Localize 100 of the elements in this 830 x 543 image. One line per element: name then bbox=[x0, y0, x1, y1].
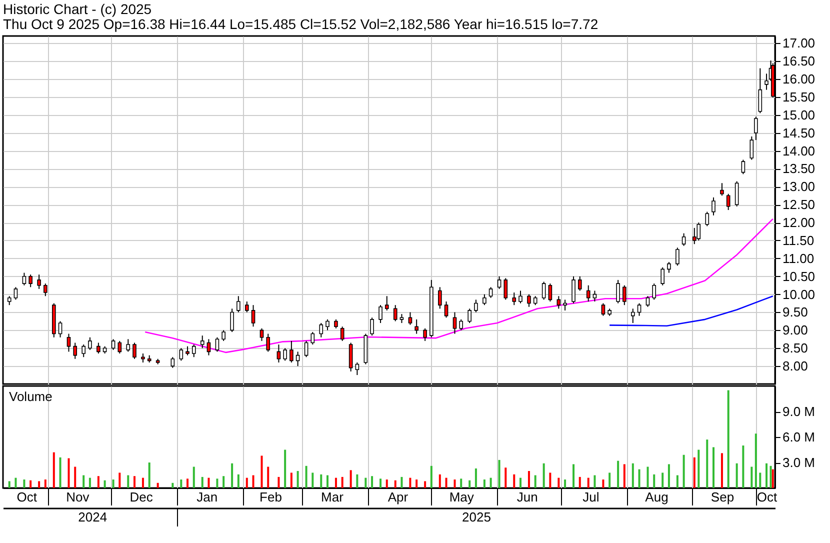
candlestick bbox=[637, 302, 642, 316]
bar bbox=[754, 434, 757, 488]
candlestick bbox=[215, 336, 220, 352]
candlestick bbox=[118, 340, 122, 354]
candlestick bbox=[646, 296, 650, 308]
bar bbox=[720, 453, 723, 488]
bar bbox=[676, 475, 678, 488]
x2-tick-label: 2024 bbox=[78, 510, 108, 524]
candlestick bbox=[622, 284, 626, 306]
bar bbox=[460, 478, 462, 488]
candlestick bbox=[283, 348, 287, 362]
y-tick-label: 11.00 bbox=[782, 250, 814, 266]
bar bbox=[727, 390, 730, 488]
chart-subtitle: Thu Oct 9 2025 Op=16.38 Hi=16.44 Lo=15.485 Cl=15.52 Vol=2,182,586 Year hi=16.515 lo=7.72 bbox=[3, 16, 598, 32]
bar bbox=[668, 464, 670, 488]
bar bbox=[104, 480, 106, 488]
bar bbox=[498, 460, 500, 488]
y-tick-label: 13.50 bbox=[782, 161, 816, 176]
y-tick-label: 9.50 bbox=[782, 304, 808, 320]
candlestick bbox=[245, 300, 249, 313]
bar bbox=[438, 474, 441, 488]
candlestick bbox=[296, 351, 300, 367]
candlestick bbox=[527, 294, 531, 308]
bar bbox=[172, 482, 174, 488]
candlestick bbox=[438, 286, 442, 310]
bar bbox=[133, 476, 136, 488]
bar bbox=[564, 480, 566, 488]
candlestick bbox=[754, 116, 758, 141]
bar bbox=[97, 476, 100, 488]
bar bbox=[192, 466, 195, 488]
candlestick bbox=[310, 331, 315, 346]
candlestick bbox=[667, 262, 671, 274]
y-tick-label: 9.00 bbox=[782, 322, 808, 338]
y-tick-label: 13.00 bbox=[782, 179, 816, 194]
bar bbox=[587, 478, 590, 488]
bar bbox=[534, 475, 536, 488]
bar bbox=[572, 464, 575, 488]
x-tick-label: Mar bbox=[321, 490, 344, 504]
x-tick-label: Dec bbox=[130, 490, 154, 504]
x-tick-label: Oct bbox=[16, 490, 38, 504]
candlestick bbox=[251, 304, 256, 328]
line-series bbox=[144, 218, 774, 354]
candlestick bbox=[340, 326, 344, 342]
candlestick bbox=[548, 283, 552, 302]
y-axis-title: Volume bbox=[9, 389, 52, 404]
candlestick bbox=[355, 362, 360, 376]
bar bbox=[88, 478, 91, 488]
bar bbox=[252, 475, 254, 488]
bar bbox=[350, 470, 352, 488]
candlestick bbox=[504, 278, 508, 300]
bar bbox=[386, 480, 388, 488]
x-tick-label: Feb bbox=[260, 490, 282, 504]
candlestick bbox=[497, 276, 502, 290]
bar bbox=[290, 472, 292, 488]
candlestick bbox=[726, 193, 730, 210]
bar bbox=[30, 480, 32, 488]
candlestick bbox=[660, 266, 664, 286]
bar bbox=[594, 475, 596, 488]
bar bbox=[454, 480, 456, 488]
bar bbox=[260, 456, 263, 488]
candlestick bbox=[696, 222, 701, 241]
x-tick-label: Oct bbox=[756, 490, 778, 504]
candlestick bbox=[179, 348, 184, 362]
bar bbox=[237, 474, 240, 488]
bar bbox=[222, 476, 225, 488]
bar bbox=[44, 480, 46, 488]
candlestick bbox=[601, 302, 606, 316]
candlestick bbox=[474, 299, 478, 313]
y-tick-label: 15.00 bbox=[782, 107, 816, 122]
bar bbox=[424, 481, 426, 488]
bar bbox=[400, 476, 403, 488]
bar bbox=[82, 475, 85, 488]
bar bbox=[409, 478, 412, 488]
candlestick bbox=[393, 304, 398, 322]
candlestick bbox=[563, 299, 567, 311]
candlestick bbox=[482, 294, 486, 306]
bar bbox=[312, 472, 314, 488]
candlestick bbox=[444, 300, 448, 318]
bar bbox=[770, 466, 772, 488]
y-tick-label: 12.50 bbox=[782, 197, 816, 212]
candlestick bbox=[58, 320, 62, 338]
candlestick bbox=[758, 68, 762, 114]
bar bbox=[305, 466, 308, 488]
y-tick-label: 8.50 bbox=[782, 340, 808, 356]
candlestick bbox=[230, 308, 234, 332]
candlestick bbox=[741, 159, 746, 175]
bar bbox=[74, 466, 76, 488]
x-tick-label: Aug bbox=[645, 490, 668, 504]
candlestick bbox=[750, 136, 754, 160]
y-tick-label: 6.0 M bbox=[782, 430, 816, 444]
candlestick bbox=[682, 232, 686, 246]
y-tick-label: 14.00 bbox=[782, 143, 816, 158]
bar bbox=[430, 466, 432, 488]
bar bbox=[148, 462, 150, 488]
bar bbox=[766, 463, 768, 488]
bar bbox=[208, 478, 210, 488]
bar bbox=[578, 476, 581, 488]
candlestick bbox=[764, 73, 768, 90]
candlestick bbox=[378, 304, 382, 324]
x2-tick-label: 2025 bbox=[462, 510, 491, 524]
